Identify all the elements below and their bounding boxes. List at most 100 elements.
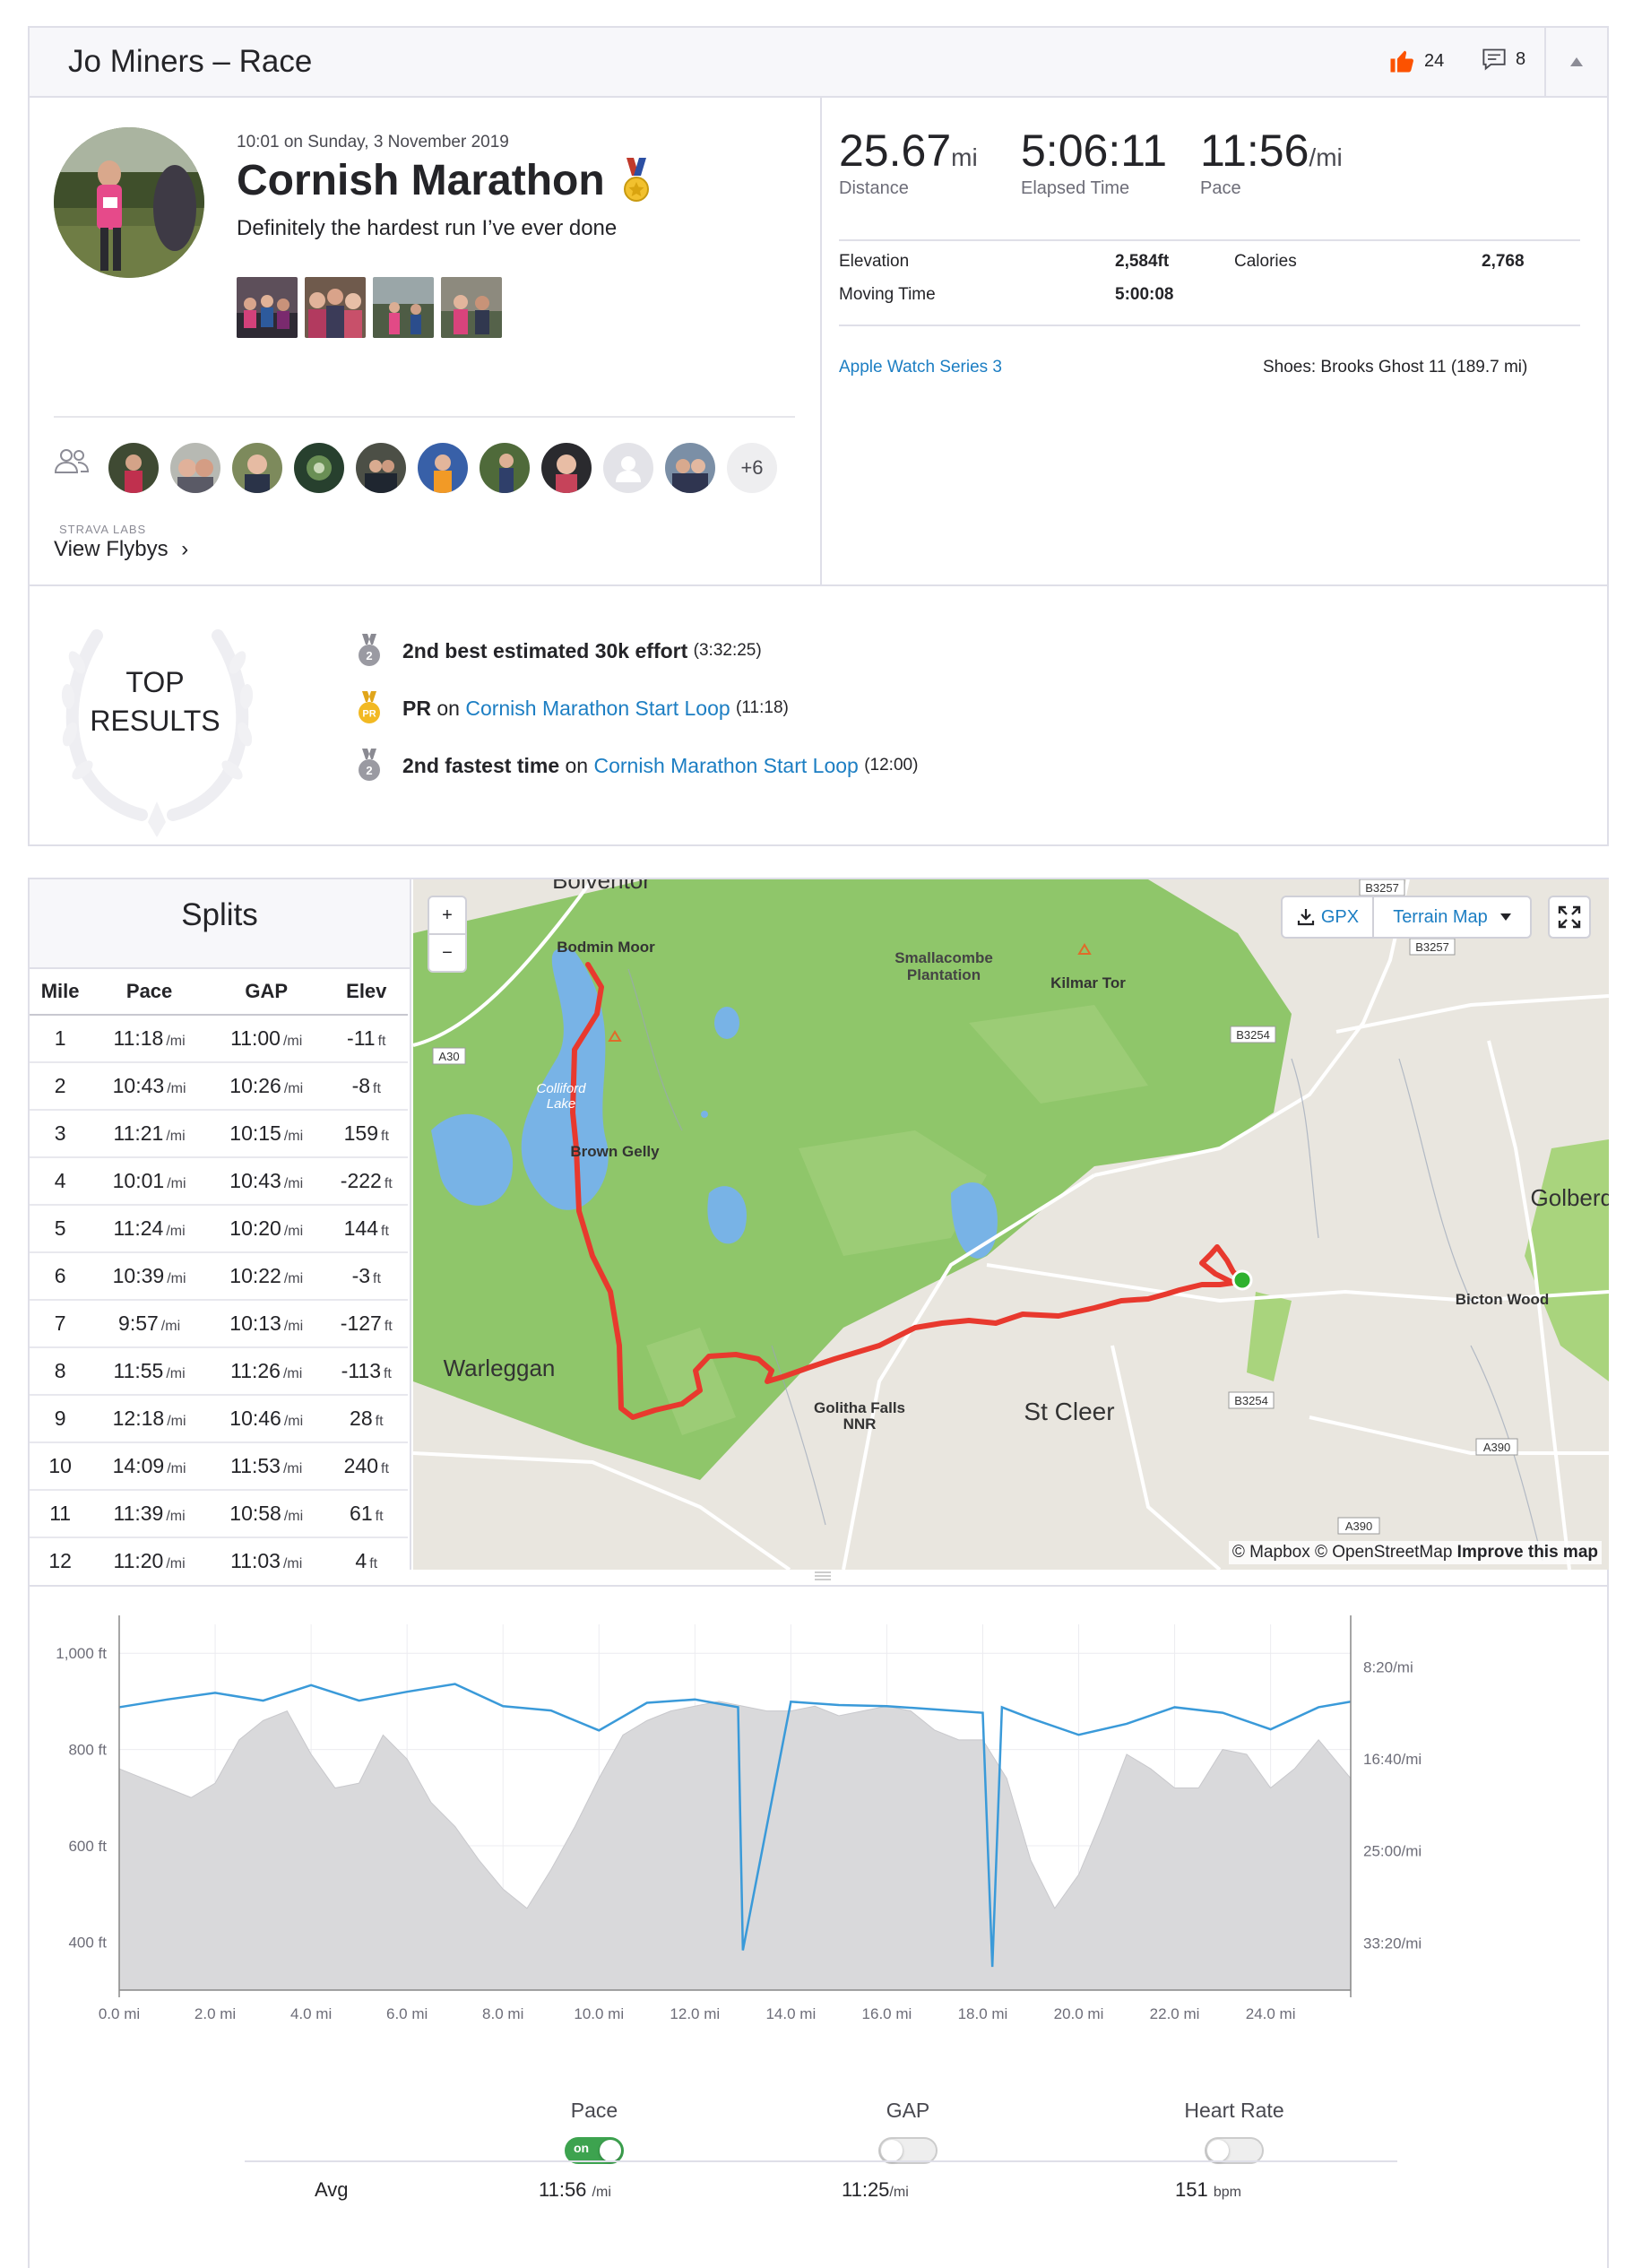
achievement-item: 2 2nd fastest time on Cornish Marathon S… xyxy=(354,737,918,794)
athlete-avatar[interactable] xyxy=(418,443,468,493)
elapsed-label: Elapsed Time xyxy=(1021,178,1130,198)
split-row[interactable]: 12 11:20/mi 11:03/mi 4 ft xyxy=(30,1537,408,1570)
download-gpx-button[interactable]: GPX xyxy=(1281,896,1374,939)
place-label: St Cleer xyxy=(1024,1398,1114,1425)
svg-text:A390: A390 xyxy=(1483,1441,1510,1454)
heart-rate-toggle[interactable] xyxy=(1205,2137,1264,2164)
split-row[interactable]: 9 12:18/mi 10:46/mi 28 ft xyxy=(30,1395,408,1443)
athlete-avatar[interactable] xyxy=(480,443,530,493)
activity-summary-card: Jo Miners – Race 24 8 xyxy=(28,26,1609,846)
split-cell: -113 ft xyxy=(324,1347,408,1396)
fullscreen-button[interactable] xyxy=(1548,896,1591,939)
split-row[interactable]: 3 11:21/mi 10:15/mi 159 ft xyxy=(30,1110,408,1158)
top-results-label: TOP RESULTS xyxy=(90,666,220,737)
athlete-avatar[interactable] xyxy=(108,443,159,493)
split-row[interactable]: 1 11:18/mi 11:00/mi -11 ft xyxy=(30,1015,408,1063)
group-athletes: +6 xyxy=(108,443,777,493)
map-type-dropdown[interactable]: Terrain Map xyxy=(1372,896,1532,939)
split-cell: 10 xyxy=(30,1442,91,1491)
route-map[interactable]: Bolventor Bodmin Moor Smallacombe Planta… xyxy=(413,879,1609,1570)
split-cell: -11 ft xyxy=(324,1015,408,1063)
athlete-avatar[interactable] xyxy=(541,443,592,493)
split-row[interactable]: 7 9:57/mi 10:13/mi -127 ft xyxy=(30,1300,408,1348)
splits-header-row: Mile Pace GAP Elev xyxy=(30,969,408,1016)
column-header: Elev xyxy=(324,969,408,1016)
segment-link[interactable]: Cornish Marathon Start Loop xyxy=(465,696,730,720)
split-cell: 10:15/mi xyxy=(207,1110,325,1158)
pace-toggle[interactable]: on xyxy=(565,2137,624,2164)
collapse-button[interactable] xyxy=(1544,28,1607,96)
split-cell: 14:09/mi xyxy=(91,1442,208,1491)
gpx-label: GPX xyxy=(1320,906,1360,927)
split-cell: 10:58/mi xyxy=(207,1490,325,1538)
athlete-avatar[interactable] xyxy=(294,443,344,493)
athlete-avatar[interactable] xyxy=(170,443,220,493)
y-left-tick-label: 1,000 ft xyxy=(56,1645,107,1662)
zoom-out-button[interactable]: − xyxy=(428,933,467,973)
gap-toggle[interactable] xyxy=(878,2137,938,2164)
silver-medal-icon: 2 xyxy=(354,634,385,668)
divider xyxy=(245,2160,1397,2162)
split-row[interactable]: 8 11:55/mi 11:26/mi -113 ft xyxy=(30,1347,408,1396)
svg-text:B3254: B3254 xyxy=(1236,1028,1270,1042)
pace-value: 11:56 xyxy=(1200,126,1309,176)
split-cell: 11:24/mi xyxy=(91,1205,208,1253)
elapsed-value: 5:06:11 xyxy=(1021,126,1168,176)
athlete-avatar-placeholder[interactable] xyxy=(603,443,653,493)
map-canvas[interactable]: Bolventor Bodmin Moor Smallacombe Planta… xyxy=(413,879,1609,1570)
split-cell: 5 xyxy=(30,1205,91,1253)
view-flybys-link[interactable]: View Flybys › xyxy=(54,537,188,562)
svg-text:2: 2 xyxy=(366,649,372,662)
split-cell: 159 ft xyxy=(324,1110,408,1158)
elevation-area xyxy=(118,1701,1352,1991)
activity-title: Cornish Marathon xyxy=(237,156,650,205)
place-label: Smallacombe xyxy=(894,949,993,966)
activity-description: Definitely the hardest run I’ve ever don… xyxy=(237,216,618,240)
achievement-title: PR xyxy=(402,696,431,720)
athlete-avatar[interactable] xyxy=(232,443,282,493)
athlete-avatar[interactable] xyxy=(356,443,406,493)
distance-value: 25.67 xyxy=(839,126,952,176)
split-row[interactable]: 5 11:24/mi 10:20/mi 144 ft xyxy=(30,1205,408,1253)
athlete-avatar[interactable] xyxy=(54,127,204,278)
svg-text:B3257: B3257 xyxy=(1415,940,1449,954)
segment-link[interactable]: Cornish Marathon Start Loop xyxy=(593,753,859,777)
place-label: Plantation xyxy=(907,966,981,983)
improve-map-link[interactable]: Improve this map xyxy=(1456,1543,1598,1562)
distance-unit: mi xyxy=(951,143,978,171)
kudos-button[interactable]: 24 xyxy=(1388,48,1444,74)
photo-thumbnail[interactable] xyxy=(373,277,434,338)
calories-label: Calories xyxy=(1234,252,1297,271)
zoom-in-button[interactable]: + xyxy=(428,896,467,935)
split-cell: 28 ft xyxy=(324,1395,408,1443)
place-label: Golitha Falls xyxy=(814,1399,905,1416)
photo-thumbnail[interactable] xyxy=(237,277,298,338)
x-tick-label: 0.0 mi xyxy=(99,2005,140,2022)
elevation-pace-chart[interactable]: 0.0 mi 2.0 mi 4.0 mi 6.0 mi 8.0 mi 10.0 mi 12.… xyxy=(30,1585,1607,2051)
chevron-right-icon: › xyxy=(181,537,189,561)
photo-thumbnail[interactable] xyxy=(441,277,502,338)
top-results-section: TOP RESULTS 2 2nd best estimated 30k eff… xyxy=(30,584,1607,846)
comments-button[interactable]: 8 xyxy=(1482,48,1525,71)
achievement-item: 2 2nd best estimated 30k effort (3:32:25… xyxy=(354,622,918,680)
achievement-time: (11:18) xyxy=(736,698,789,717)
device-link[interactable]: Apple Watch Series 3 xyxy=(839,358,1002,377)
split-cell: 6 xyxy=(30,1252,91,1301)
split-cell: 11:00/mi xyxy=(207,1015,325,1063)
resize-handle[interactable] xyxy=(813,1569,833,1581)
split-cell: -222 ft xyxy=(324,1157,408,1206)
split-row[interactable]: 11 11:39/mi 10:58/mi 61 ft xyxy=(30,1490,408,1538)
photo-thumbnail[interactable] xyxy=(305,277,366,338)
athlete-avatar[interactable] xyxy=(665,443,715,493)
avg-gap: 11:25/mi xyxy=(842,2178,909,2201)
chart-canvas[interactable]: 0.0 mi 2.0 mi 4.0 mi 6.0 mi 8.0 mi 10.0 mi 12.… xyxy=(30,1587,1609,2053)
distance-label: Distance xyxy=(839,178,909,198)
split-row[interactable]: 4 10:01/mi 10:43/mi -222 ft xyxy=(30,1157,408,1206)
more-athletes-badge[interactable]: +6 xyxy=(727,443,777,493)
split-row[interactable]: 10 14:09/mi 11:53/mi 240 ft xyxy=(30,1442,408,1491)
place-label: Warleggan xyxy=(444,1355,556,1381)
moving-time-label: Moving Time xyxy=(839,285,936,304)
split-row[interactable]: 2 10:43/mi 10:26/mi -8 ft xyxy=(30,1062,408,1111)
split-row[interactable]: 6 10:39/mi 10:22/mi -3 ft xyxy=(30,1252,408,1301)
view-flybys-label: View Flybys xyxy=(54,537,169,561)
